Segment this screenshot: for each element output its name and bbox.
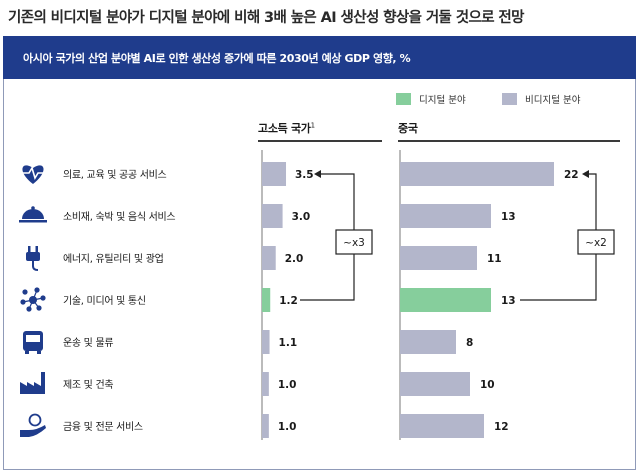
bar-panel0-row6 xyxy=(262,414,269,438)
bar-panel0-row3 xyxy=(262,288,271,312)
panel-title-china: 중국 xyxy=(398,120,418,136)
annotation-label: ~x3 xyxy=(343,237,365,249)
bar-panel1-row4 xyxy=(400,330,456,354)
network-node-icon xyxy=(20,299,26,305)
network-node-icon xyxy=(22,289,28,295)
data-label: 13 xyxy=(501,211,516,223)
category-label: 제조 및 건축 xyxy=(63,379,113,391)
chart-title: 아시아 국가의 산업 분야별 AI로 인한 생산성 증가에 따른 2030년 예… xyxy=(3,36,636,79)
bar-panel1-row3 xyxy=(400,288,491,312)
bar-panel1-row1 xyxy=(400,204,491,228)
money-coin-icon xyxy=(28,413,42,427)
network-node-icon xyxy=(40,295,46,301)
network-node-icon xyxy=(34,287,40,293)
panel-title-high-income-text: 고소득 국가 xyxy=(258,122,311,135)
headline: 기존의 비디지털 분야가 디지털 분야에 비해 3배 높은 AI 생산성 향상을… xyxy=(8,10,524,26)
data-label: 3.5 xyxy=(295,169,314,181)
money-hand-icon xyxy=(20,425,46,437)
plug-prong-left-icon xyxy=(28,246,31,252)
bar-panel0-row0 xyxy=(262,162,287,186)
category-label: 금융 및 전문 서비스 xyxy=(63,421,143,433)
bar-panel0-row1 xyxy=(262,204,283,228)
category-label: 에너지, 유틸리티 및 광업 xyxy=(63,252,164,265)
bar-panel0-row4 xyxy=(262,330,270,354)
food-service-cloche-icon xyxy=(22,209,44,219)
bus-window-icon xyxy=(26,335,40,342)
panel-divider-high-income xyxy=(258,140,382,142)
data-label: 3.0 xyxy=(292,211,311,223)
legend-swatch-non-digital xyxy=(502,93,517,105)
legend-item-non-digital: 비디지털 분야 xyxy=(502,92,580,106)
annotation-box-0 xyxy=(335,229,373,255)
heart-pulse-line-icon xyxy=(23,166,43,180)
chart-frame xyxy=(3,36,636,470)
data-label: 22 xyxy=(564,169,579,181)
category-label: 의료, 교육 및 공공 서비스 xyxy=(63,169,166,181)
bar-panel1-row2 xyxy=(400,246,477,270)
plug-cord-icon xyxy=(32,261,39,271)
legend-swatch-digital xyxy=(396,93,411,105)
plug-prong-right-icon xyxy=(35,246,38,252)
bar-panel0-row2 xyxy=(262,246,276,270)
network-nodes-icon xyxy=(29,296,37,304)
bar-panel1-row5 xyxy=(400,372,470,396)
annotation-label: ~x2 xyxy=(585,237,607,249)
legend-label-non-digital: 비디지털 분야 xyxy=(525,95,581,106)
bar-panel1-row6 xyxy=(400,414,484,438)
panel-title-high-income: 고소득 국가1 xyxy=(258,120,315,136)
cloche-handle-icon xyxy=(31,206,35,210)
panel-footnote: 1 xyxy=(310,121,315,130)
data-label: 1.1 xyxy=(279,337,298,349)
plug-icon xyxy=(26,252,40,261)
category-label: 운송 및 물류 xyxy=(63,337,113,349)
heart-pulse-icon xyxy=(22,165,44,184)
data-label: 12 xyxy=(494,421,509,433)
data-label: 1.2 xyxy=(279,295,298,307)
panel-divider-china xyxy=(398,140,620,142)
annotation-arrowhead-0 xyxy=(314,170,321,178)
bus-wheel-right-icon xyxy=(37,351,41,354)
factory-icon xyxy=(20,372,45,394)
data-label: 11 xyxy=(487,253,502,265)
network-node-icon xyxy=(26,306,32,312)
data-label: 2.0 xyxy=(285,253,304,265)
data-label: 1.0 xyxy=(278,421,297,433)
network-node-icon xyxy=(36,305,42,311)
annotation-box-1 xyxy=(577,229,615,255)
legend-item-digital: 디지털 분야 xyxy=(396,92,466,106)
data-label: 8 xyxy=(466,337,473,349)
bar-panel1-row0 xyxy=(400,162,554,186)
cloche-plate-icon xyxy=(19,220,47,223)
bar-panel0-row5 xyxy=(262,372,269,396)
legend-label-digital: 디지털 분야 xyxy=(419,95,466,106)
data-label: 1.0 xyxy=(278,379,297,391)
category-label: 기술, 미디어 및 통신 xyxy=(63,295,146,307)
data-label: 13 xyxy=(501,295,516,307)
bus-wheel-left-icon xyxy=(25,351,29,354)
data-label: 10 xyxy=(480,379,495,391)
panel-title-china-text: 중국 xyxy=(398,122,418,135)
category-label: 소비재, 숙박 및 음식 서비스 xyxy=(63,211,175,223)
annotation-arrowhead-1 xyxy=(582,170,589,178)
